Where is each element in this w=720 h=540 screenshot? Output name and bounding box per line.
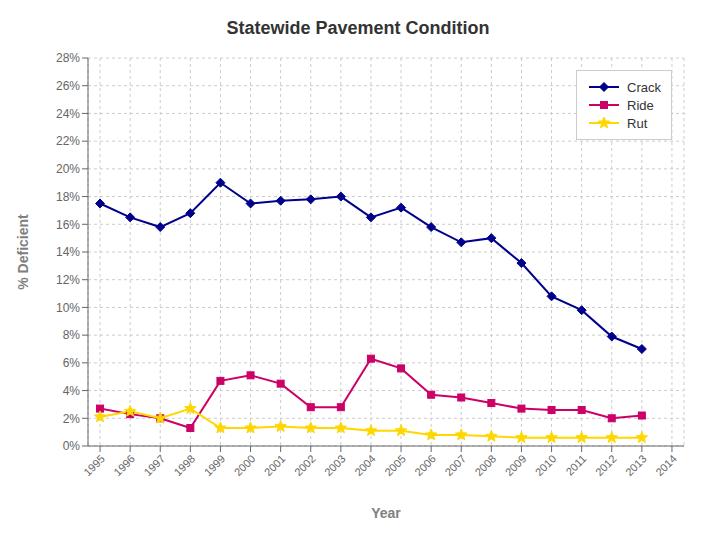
svg-text:1997: 1997	[141, 452, 167, 478]
svg-text:2005: 2005	[382, 452, 408, 478]
svg-text:2012: 2012	[593, 452, 619, 478]
svg-text:18%: 18%	[56, 190, 80, 204]
svg-text:1999: 1999	[202, 452, 228, 478]
svg-text:20%: 20%	[56, 162, 80, 176]
svg-text:2013: 2013	[623, 452, 649, 478]
svg-text:24%: 24%	[56, 107, 80, 121]
svg-text:4%: 4%	[63, 384, 81, 398]
html-text:Rut: Rut	[627, 115, 648, 131]
svg-text:8%: 8%	[63, 328, 81, 342]
svg-text:2002: 2002	[292, 452, 318, 478]
svg-text:Year: Year	[371, 505, 401, 521]
svg-text:2003: 2003	[322, 452, 348, 478]
svg-text:1995: 1995	[81, 452, 107, 478]
svg-text:2010: 2010	[533, 452, 559, 478]
svg-text:2006: 2006	[412, 452, 438, 478]
svg-text:28%: 28%	[56, 51, 80, 65]
html-text:Ride: Ride	[627, 97, 654, 113]
svg-text:1998: 1998	[171, 452, 197, 478]
svg-text:% Deficient: % Deficient	[15, 214, 31, 290]
svg-text:16%: 16%	[56, 218, 80, 232]
html-text:Crack: Crack	[627, 79, 661, 95]
svg-text:2004: 2004	[352, 452, 378, 478]
svg-text:2011: 2011	[563, 452, 588, 477]
svg-text:10%: 10%	[56, 301, 80, 315]
svg-text:22%: 22%	[56, 134, 80, 148]
svg-text:26%: 26%	[56, 79, 80, 93]
svg-text:2009: 2009	[503, 452, 529, 478]
svg-text:2000: 2000	[232, 452, 258, 478]
svg-text:12%: 12%	[56, 273, 80, 287]
svg-text:2008: 2008	[472, 452, 498, 478]
svg-text:2001: 2001	[262, 452, 288, 478]
svg-text:14%: 14%	[56, 245, 80, 259]
svg-text:1996: 1996	[111, 452, 137, 478]
svg-text:2%: 2%	[63, 412, 81, 426]
html-text:Statewide Pavement Condition: Statewide Pavement Condition	[226, 18, 490, 38]
svg-text:2007: 2007	[442, 452, 468, 478]
svg-text:2014: 2014	[653, 452, 679, 478]
svg-text:0%: 0%	[63, 439, 81, 453]
svg-text:6%: 6%	[63, 356, 81, 370]
